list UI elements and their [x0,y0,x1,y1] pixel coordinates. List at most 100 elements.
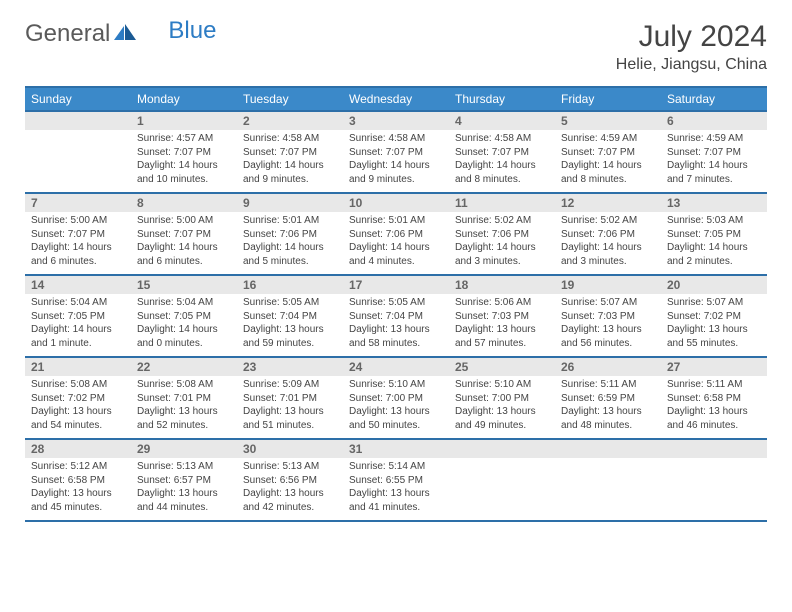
calendar-cell: 13Sunrise: 5:03 AMSunset: 7:05 PMDayligh… [661,193,767,275]
day-info-line: and 54 minutes. [31,419,125,433]
day-info-line: Sunset: 6:57 PM [137,474,231,488]
day-info-line: Sunset: 7:01 PM [243,392,337,406]
day-number: 19 [555,276,661,294]
day-info-line: and 7 minutes. [667,173,761,187]
day-info-line: Daylight: 13 hours [243,405,337,419]
day-info-line: Sunset: 7:00 PM [349,392,443,406]
day-content: Sunrise: 4:58 AMSunset: 7:07 PMDaylight:… [237,130,343,192]
day-info-line: Sunset: 7:04 PM [349,310,443,324]
day-info-line: Sunset: 6:55 PM [349,474,443,488]
day-info-line: and 2 minutes. [667,255,761,269]
day-content: Sunrise: 5:01 AMSunset: 7:06 PMDaylight:… [343,212,449,274]
day-info-line: Sunset: 7:06 PM [349,228,443,242]
day-info-line: and 45 minutes. [31,501,125,515]
calendar-cell: 21Sunrise: 5:08 AMSunset: 7:02 PMDayligh… [25,357,131,439]
day-header-mon: Monday [131,87,237,111]
day-info-line: Daylight: 14 hours [137,241,231,255]
day-info-line: Daylight: 13 hours [349,487,443,501]
calendar-cell: 5Sunrise: 4:59 AMSunset: 7:07 PMDaylight… [555,111,661,193]
day-info-line: and 10 minutes. [137,173,231,187]
day-info-line: Sunset: 7:07 PM [561,146,655,160]
day-number: 21 [25,358,131,376]
day-info-line: Daylight: 14 hours [243,159,337,173]
calendar-week-row: 21Sunrise: 5:08 AMSunset: 7:02 PMDayligh… [25,357,767,439]
day-info-line: and 55 minutes. [667,337,761,351]
day-number-empty [661,440,767,458]
day-info-line: Daylight: 14 hours [561,241,655,255]
day-info-line: and 46 minutes. [667,419,761,433]
day-info-line: Sunrise: 5:06 AM [455,296,549,310]
day-info-line: Sunset: 7:01 PM [137,392,231,406]
day-number: 3 [343,112,449,130]
day-info-line: Sunset: 7:07 PM [137,146,231,160]
day-info-line: Sunset: 7:03 PM [561,310,655,324]
day-info-line: Daylight: 14 hours [349,241,443,255]
day-header-row: Sunday Monday Tuesday Wednesday Thursday… [25,87,767,111]
day-content [555,458,661,520]
day-info-line: Sunset: 7:06 PM [561,228,655,242]
day-info-line: and 9 minutes. [243,173,337,187]
day-header-fri: Friday [555,87,661,111]
calendar-cell [555,439,661,521]
day-info-line: Sunrise: 5:02 AM [561,214,655,228]
day-number: 6 [661,112,767,130]
title-area: July 2024 Helie, Jiangsu, China [616,20,767,74]
day-info-line: and 1 minute. [31,337,125,351]
calendar-week-row: 1Sunrise: 4:57 AMSunset: 7:07 PMDaylight… [25,111,767,193]
day-info-line: Daylight: 13 hours [561,323,655,337]
day-info-line: Daylight: 13 hours [561,405,655,419]
day-number: 13 [661,194,767,212]
day-info-line: Sunset: 7:07 PM [31,228,125,242]
day-info-line: Daylight: 14 hours [667,159,761,173]
day-info-line: Sunset: 7:07 PM [243,146,337,160]
day-info-line: and 6 minutes. [137,255,231,269]
calendar-cell: 10Sunrise: 5:01 AMSunset: 7:06 PMDayligh… [343,193,449,275]
day-info-line: and 3 minutes. [455,255,549,269]
day-content: Sunrise: 5:06 AMSunset: 7:03 PMDaylight:… [449,294,555,356]
logo-sail-icon [114,24,136,45]
day-info-line: and 57 minutes. [455,337,549,351]
day-info-line: Sunset: 7:07 PM [137,228,231,242]
day-number: 25 [449,358,555,376]
day-info-line: Sunset: 7:02 PM [667,310,761,324]
day-content: Sunrise: 5:11 AMSunset: 6:59 PMDaylight:… [555,376,661,438]
day-content: Sunrise: 5:04 AMSunset: 7:05 PMDaylight:… [131,294,237,356]
day-info-line: Sunrise: 4:59 AM [667,132,761,146]
day-content [25,130,131,192]
day-number: 31 [343,440,449,458]
day-content: Sunrise: 5:02 AMSunset: 7:06 PMDaylight:… [555,212,661,274]
day-info-line: Sunrise: 5:07 AM [561,296,655,310]
day-info-line: Daylight: 13 hours [667,405,761,419]
day-header-wed: Wednesday [343,87,449,111]
day-info-line: Sunset: 7:06 PM [455,228,549,242]
day-info-line: Daylight: 13 hours [667,323,761,337]
day-info-line: Sunrise: 5:01 AM [243,214,337,228]
day-content: Sunrise: 5:01 AMSunset: 7:06 PMDaylight:… [237,212,343,274]
day-content: Sunrise: 5:11 AMSunset: 6:58 PMDaylight:… [661,376,767,438]
day-info-line: Daylight: 14 hours [667,241,761,255]
day-info-line: Daylight: 14 hours [455,159,549,173]
day-info-line: and 56 minutes. [561,337,655,351]
day-number-empty [449,440,555,458]
day-info-line: Sunrise: 5:04 AM [137,296,231,310]
day-number: 23 [237,358,343,376]
day-number: 11 [449,194,555,212]
day-content: Sunrise: 5:13 AMSunset: 6:56 PMDaylight:… [237,458,343,520]
day-content: Sunrise: 5:03 AMSunset: 7:05 PMDaylight:… [661,212,767,274]
day-number-empty [25,112,131,130]
calendar-table: Sunday Monday Tuesday Wednesday Thursday… [25,86,767,522]
day-info-line: Sunset: 7:02 PM [31,392,125,406]
day-info-line: and 42 minutes. [243,501,337,515]
calendar-cell: 3Sunrise: 4:58 AMSunset: 7:07 PMDaylight… [343,111,449,193]
logo-text-general: General [25,20,110,48]
day-info-line: Sunset: 7:07 PM [667,146,761,160]
calendar-cell: 17Sunrise: 5:05 AMSunset: 7:04 PMDayligh… [343,275,449,357]
day-info-line: and 49 minutes. [455,419,549,433]
day-info-line: Daylight: 13 hours [31,487,125,501]
day-info-line: Sunrise: 5:00 AM [31,214,125,228]
day-info-line: Sunrise: 5:05 AM [243,296,337,310]
day-info-line: Sunset: 7:04 PM [243,310,337,324]
calendar-cell: 6 Sunrise: 4:59 AMSunset: 7:07 PMDaylight… [661,111,767,193]
day-number-empty [555,440,661,458]
calendar-cell: 12Sunrise: 5:02 AMSunset: 7:06 PMDayligh… [555,193,661,275]
